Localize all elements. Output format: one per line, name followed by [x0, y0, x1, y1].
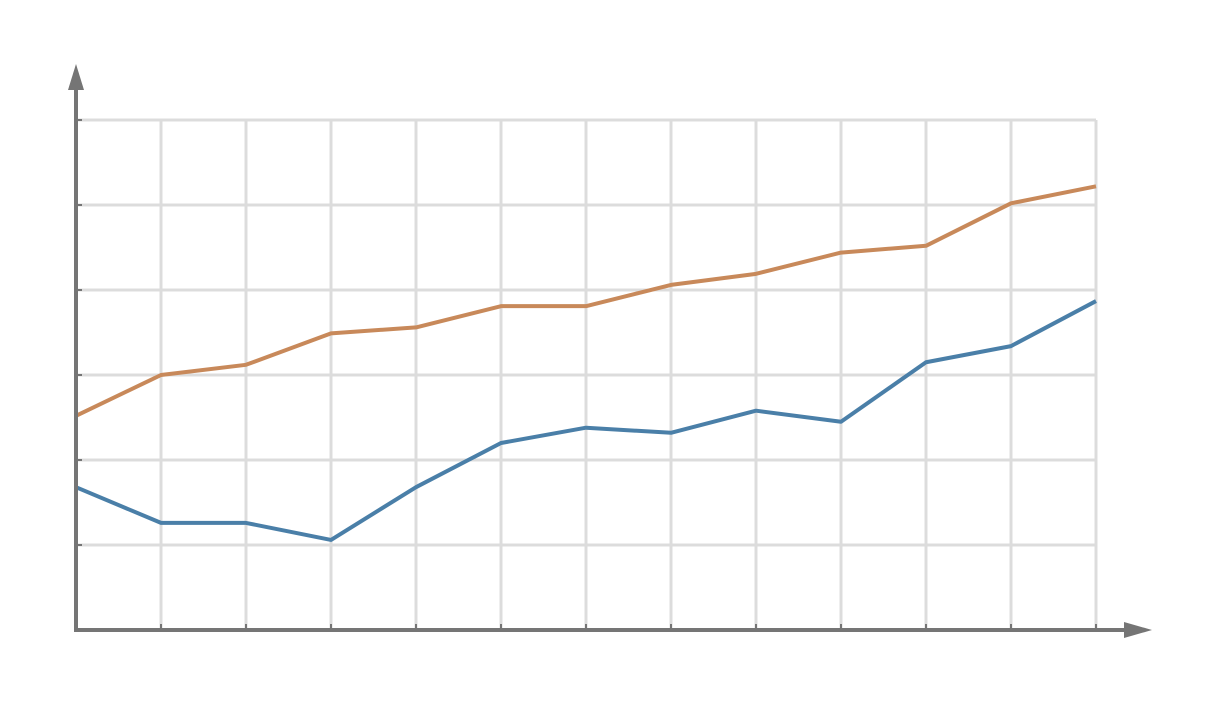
grid [74, 118, 1098, 632]
y-axis-arrow [68, 64, 84, 90]
series-line [75, 299, 1097, 542]
lines [75, 184, 1097, 542]
axes [68, 64, 1152, 638]
x-axis-arrow [1124, 622, 1152, 638]
series-line [75, 184, 1097, 418]
